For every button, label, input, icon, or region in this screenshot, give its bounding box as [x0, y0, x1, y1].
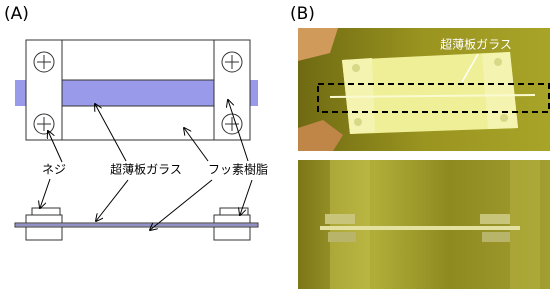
leader-arrows [40, 100, 253, 230]
fluororesin-label: フッ素樹脂 [208, 162, 268, 177]
glass-label: 超薄板ガラス [110, 162, 182, 177]
photo-label: 超薄板ガラス [440, 37, 512, 52]
side-view [14, 207, 259, 241]
top-view [15, 39, 258, 141]
screw-label: ネジ [42, 163, 66, 177]
photo-bottom [298, 160, 550, 289]
panel-label: (A) [4, 4, 29, 24]
photo-top: 超薄板ガラス [298, 28, 550, 151]
panel-label: (B) [290, 4, 315, 24]
